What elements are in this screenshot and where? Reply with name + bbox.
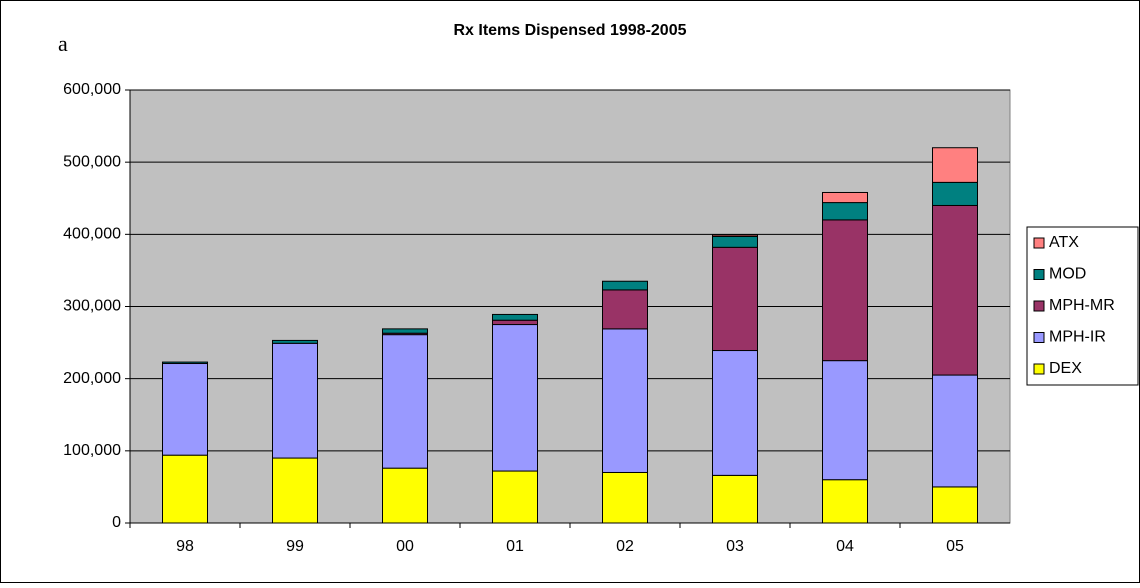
x-tick-label: 04 [836, 538, 854, 555]
y-tick-label: 200,000 [63, 370, 121, 387]
y-tick-label: 400,000 [63, 226, 121, 243]
bar-segment [712, 474, 758, 524]
legend-swatch [1033, 269, 1045, 280]
legend-label: MPH-MR [1049, 297, 1115, 314]
bar-segment [712, 235, 758, 248]
bar-segment [272, 457, 318, 524]
x-tick-label: 99 [286, 538, 304, 555]
bar-segment [492, 324, 538, 472]
y-tick-label: 600,000 [63, 81, 121, 98]
x-tick-label: 05 [946, 538, 964, 555]
legend-swatch [1033, 300, 1045, 312]
bar-segment [932, 204, 978, 376]
bar-segment [932, 374, 978, 488]
bar-segment [272, 339, 318, 344]
bar-segment [492, 319, 538, 326]
bar-segment [602, 289, 648, 330]
legend-label: DEX [1049, 360, 1082, 377]
bar-segment [822, 219, 868, 362]
bar-segment [822, 360, 868, 481]
x-tick-label: 01 [506, 538, 524, 555]
bar-segment [822, 191, 868, 204]
legend-swatch [1033, 237, 1045, 249]
bar-segment [822, 479, 868, 524]
bar-segment [382, 467, 428, 524]
bar-segment [602, 280, 648, 291]
bar-segment [382, 328, 428, 334]
y-tick-label: 0 [112, 514, 121, 531]
bar-segment [162, 363, 208, 456]
y-tick-label: 300,000 [63, 298, 121, 315]
bar-segment [712, 246, 758, 352]
bar-segment [932, 486, 978, 524]
legend-box [1026, 226, 1139, 386]
bar-segment [712, 350, 758, 476]
bar-segment [932, 181, 978, 206]
bar-segment [712, 234, 758, 237]
panel-label: a [58, 31, 68, 56]
legend-label: MPH-IR [1049, 329, 1106, 346]
legend-swatch [1033, 363, 1045, 375]
bar-segment [162, 361, 208, 365]
bar-segment [602, 471, 648, 524]
chart-title: Rx Items Dispensed 1998-2005 [453, 22, 686, 39]
legend-label: ATX [1049, 234, 1079, 251]
bar-segment [162, 454, 208, 524]
bar-segment [492, 470, 538, 524]
bar-segment [932, 147, 978, 183]
x-tick-label: 02 [616, 538, 634, 555]
legend-swatch [1033, 332, 1045, 343]
bar-segment [272, 342, 318, 459]
bar-segment [492, 313, 538, 321]
x-tick-label: 00 [396, 538, 414, 555]
legend-label: MOD [1049, 266, 1086, 283]
x-tick-label: 98 [176, 538, 194, 555]
x-tick-label: 03 [726, 538, 744, 555]
y-tick-label: 500,000 [63, 153, 121, 170]
bar-segment [602, 328, 648, 473]
bar-segment [382, 334, 428, 469]
y-tick-label: 100,000 [63, 442, 121, 459]
bar-segment [822, 202, 868, 221]
